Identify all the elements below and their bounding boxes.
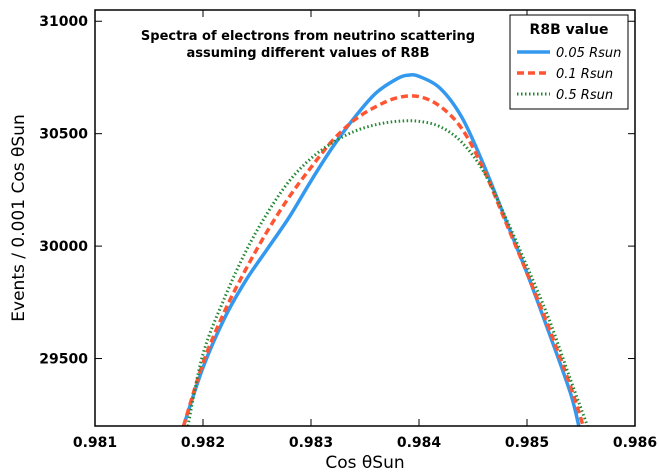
x-tick-label-2: 0.983: [289, 435, 333, 451]
y-tick-label-2: 30500: [39, 127, 88, 143]
x-tick-label-0: 0.981: [73, 435, 117, 451]
x-axis-label: Cos θSun: [325, 453, 404, 473]
x-tick-label-4: 0.985: [505, 435, 549, 451]
chart-title-line-2: assuming different values of R8B: [186, 46, 429, 61]
series-line-1: [181, 94, 585, 426]
y-axis-label: Events / 0.001 Cos θSun: [9, 114, 29, 321]
x-tick-label-3: 0.984: [397, 435, 442, 451]
x-tick-label-1: 0.982: [181, 435, 225, 451]
y-tick-label-3: 31000: [39, 14, 88, 30]
legend-title: R8B value: [530, 22, 609, 38]
y-tick-label-1: 30000: [39, 239, 88, 255]
legend-entry-0: 0.05 Rsun: [556, 46, 621, 61]
series-layer: [181, 73, 589, 426]
legend-entry-1: 0.1 Rsun: [556, 67, 613, 82]
legend-entry-2: 0.5 Rsun: [556, 88, 613, 103]
chart-title-line-1: Spectra of electrons from neutrino scatt…: [141, 29, 475, 44]
x-tick-label-5: 0.986: [613, 435, 657, 451]
ticks-layer: 0.981 0.982 0.983 0.984 0.985 0.986 29500 30000…: [39, 10, 657, 451]
legend: R8B value 0.05 Rsun 0.1 Rsun 0.5 Rsun: [509, 14, 629, 110]
chart-title: Spectra of electrons from neutrino scatt…: [141, 29, 475, 61]
y-tick-label-0: 29500: [39, 352, 88, 368]
plot-frame: [94, 9, 636, 427]
